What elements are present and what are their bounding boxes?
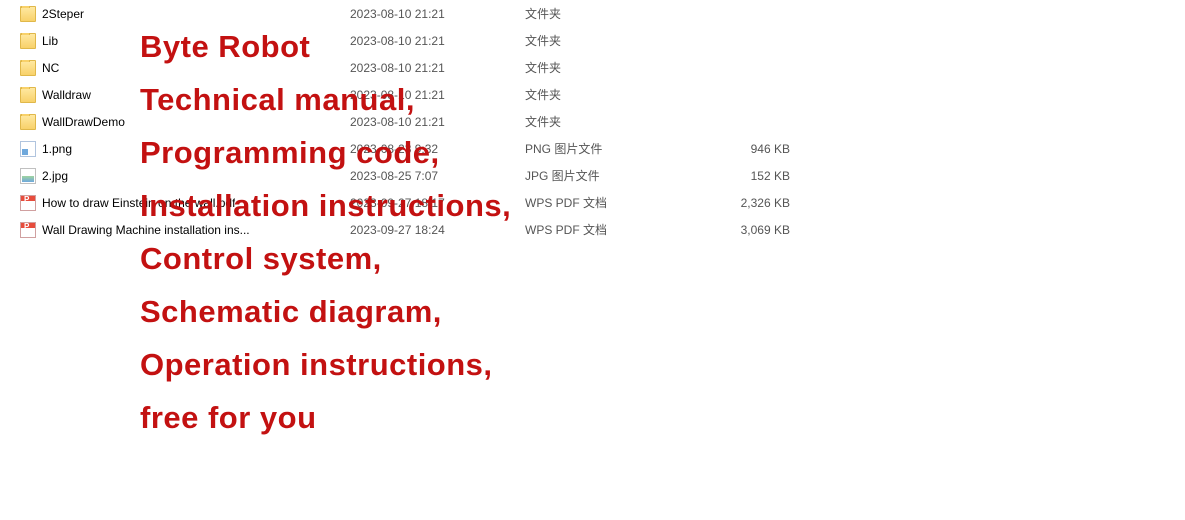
file-list: 2Steper2023-08-10 21:21文件夹Lib2023-08-10 … [0,0,1185,243]
file-name-cell: 2.jpg [20,168,350,184]
file-type: 文件夹 [525,86,700,103]
file-row[interactable]: Walldraw 2023-08-10 21:21文件夹 [0,81,1185,108]
file-name-cell: How to draw Einstein on the wall.pdf [20,195,350,211]
file-type: 文件夹 [525,5,700,22]
file-name: WallDrawDemo [42,115,125,129]
file-row[interactable]: 1.png 2023-08-23 9:32PNG 图片文件946 KB [0,135,1185,162]
file-type: PNG 图片文件 [525,140,700,157]
file-type: WPS PDF 文档 [525,194,700,211]
file-size: 152 KB [700,169,800,183]
file-date: 2023-08-10 21:21 [350,61,525,75]
file-date: 2023-08-23 9:32 [350,142,525,156]
pdf-icon [20,195,36,211]
file-type: WPS PDF 文档 [525,221,700,238]
file-name: 1.png [42,142,72,156]
file-name-cell: NC [20,60,350,76]
file-row[interactable]: Lib 2023-08-10 21:21文件夹 [0,27,1185,54]
file-name-cell: Lib [20,33,350,49]
file-name: Lib [42,34,58,48]
file-type: 文件夹 [525,32,700,49]
file-date: 2023-08-25 7:07 [350,169,525,183]
file-row[interactable]: 2Steper 2023-08-10 21:21文件夹 [0,0,1185,27]
file-row[interactable]: Wall Drawing Machine installation ins...… [0,216,1185,243]
file-date: 2023-08-10 21:21 [350,7,525,21]
file-name: Walldraw [42,88,91,102]
file-row[interactable]: WallDrawDemo 2023-08-10 21:21文件夹 [0,108,1185,135]
file-name: 2.jpg [42,169,68,183]
folder-icon [20,60,36,76]
file-size: 3,069 KB [700,223,800,237]
file-date: 2023-09-27 18:24 [350,223,525,237]
file-name: 2Steper [42,7,84,21]
folder-icon [20,33,36,49]
file-date: 2023-08-10 21:21 [350,115,525,129]
file-type: JPG 图片文件 [525,167,700,184]
pdf-icon [20,222,36,238]
file-type: 文件夹 [525,59,700,76]
file-row[interactable]: 2.jpg 2023-08-25 7:07JPG 图片文件152 KB [0,162,1185,189]
file-name-cell: 1.png [20,141,350,157]
file-name: NC [42,61,59,75]
file-name: Wall Drawing Machine installation ins... [42,223,250,237]
file-type: 文件夹 [525,113,700,130]
folder-icon [20,6,36,22]
file-row[interactable]: NC 2023-08-10 21:21文件夹 [0,54,1185,81]
folder-icon [20,87,36,103]
file-row[interactable]: How to draw Einstein on the wall.pdf 2023… [0,189,1185,216]
file-name-cell: 2Steper [20,6,350,22]
file-date: 2023-08-10 21:21 [350,34,525,48]
jpg-icon [20,168,36,184]
file-size: 2,326 KB [700,196,800,210]
file-size: 946 KB [700,142,800,156]
file-date: 2023-08-10 21:21 [350,88,525,102]
folder-icon [20,114,36,130]
file-date: 2023-09-27 18:17 [350,196,525,210]
file-name-cell: Walldraw [20,87,350,103]
file-name-cell: WallDrawDemo [20,114,350,130]
file-name-cell: Wall Drawing Machine installation ins... [20,222,350,238]
png-icon [20,141,36,157]
file-name: How to draw Einstein on the wall.pdf [42,196,235,210]
